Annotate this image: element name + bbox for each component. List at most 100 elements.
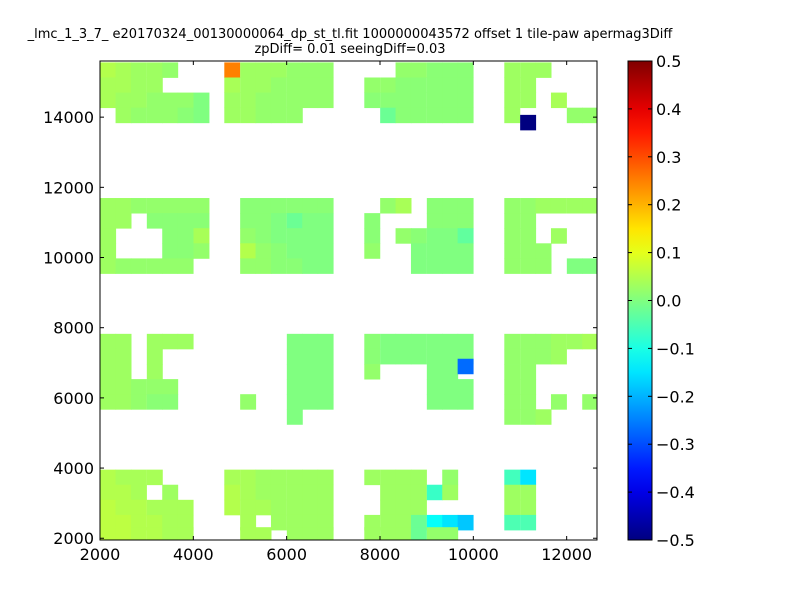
heatmap-cell xyxy=(255,77,272,93)
heatmap-cell xyxy=(146,348,163,365)
heatmap-cell xyxy=(520,92,537,109)
heatmap-cell xyxy=(286,62,303,78)
heatmap-cell xyxy=(224,484,241,501)
heatmap-cell xyxy=(302,62,319,78)
heatmap-cell xyxy=(364,348,381,365)
heatmap-cell xyxy=(380,469,397,486)
colorbar-tick-label: 0.3 xyxy=(656,148,681,167)
heatmap-cell xyxy=(582,107,598,124)
heatmap-cell xyxy=(255,499,272,516)
heatmap-cell xyxy=(193,243,210,259)
heatmap-cell xyxy=(270,469,287,486)
heatmap-cell xyxy=(115,499,132,516)
heatmap-cell xyxy=(457,228,474,244)
x-tick-label: 8000 xyxy=(360,545,401,564)
heatmap-cell xyxy=(317,394,334,410)
heatmap-cell xyxy=(193,92,210,109)
heatmap-cell xyxy=(270,77,287,93)
heatmap-cell xyxy=(566,258,583,274)
heatmap-cell xyxy=(317,469,334,486)
plot-frame xyxy=(99,60,598,541)
heatmap-cell xyxy=(317,484,334,501)
heatmap-cell xyxy=(146,333,163,350)
heatmap-cell xyxy=(317,92,334,109)
heatmap-cell xyxy=(100,394,117,410)
heatmap-cell xyxy=(504,228,521,244)
heatmap-cell xyxy=(520,484,537,501)
heatmap-cell xyxy=(364,469,381,486)
heatmap-cell xyxy=(130,198,147,214)
heatmap-cell xyxy=(504,379,521,395)
heatmap-cell xyxy=(410,107,427,124)
heatmap-cell xyxy=(162,379,179,395)
heatmap-cell xyxy=(193,198,210,214)
heatmap-cell xyxy=(115,107,132,124)
heatmap-cell xyxy=(240,213,257,229)
heatmap-cell xyxy=(380,77,397,93)
heatmap-cell xyxy=(364,77,381,93)
heatmap-cell xyxy=(240,469,257,486)
heatmap-cell xyxy=(395,62,412,78)
heatmap-cell xyxy=(364,514,381,531)
x-tick-label: 2000 xyxy=(80,545,121,564)
heatmap-cell xyxy=(520,243,537,259)
heatmap-cell xyxy=(115,198,132,214)
heatmap-cell xyxy=(395,499,412,516)
heatmap-cell xyxy=(504,469,521,486)
heatmap-cell xyxy=(100,228,117,244)
heatmap-cell xyxy=(442,258,459,274)
heatmap-cell xyxy=(457,394,474,410)
heatmap-cell xyxy=(395,198,412,214)
heatmap-cell xyxy=(130,62,147,78)
heatmap-cell xyxy=(146,527,163,541)
heatmap-cell xyxy=(442,107,459,124)
heatmap-cell xyxy=(302,394,319,410)
heatmap-cell xyxy=(520,228,537,244)
heatmap-cell xyxy=(130,258,147,274)
heatmap-cell xyxy=(255,62,272,78)
heatmap-cell xyxy=(410,484,427,501)
heatmap-cell xyxy=(380,499,397,516)
heatmap-cell xyxy=(504,243,521,259)
heatmap-cell xyxy=(566,107,583,124)
heatmap-cell xyxy=(130,469,147,486)
heatmap-cell xyxy=(550,92,567,109)
heatmap-cell xyxy=(302,77,319,93)
heatmap-cell xyxy=(410,228,427,244)
heatmap-cell xyxy=(302,469,319,486)
heatmap-cell xyxy=(426,243,443,259)
heatmap-cell xyxy=(146,198,163,214)
heatmap-cell xyxy=(115,77,132,93)
heatmap-cell xyxy=(535,243,552,259)
heatmap-cell xyxy=(395,77,412,93)
heatmap-cell xyxy=(255,484,272,501)
heatmap-cell xyxy=(442,92,459,109)
heatmap-cell xyxy=(504,514,521,531)
heatmap-cell xyxy=(240,107,257,124)
heatmap-cell xyxy=(566,198,583,214)
heatmap-cell xyxy=(550,348,567,365)
heatmap-cell xyxy=(224,92,241,109)
heatmap-cell xyxy=(146,394,163,410)
heatmap-cell xyxy=(240,514,257,531)
heatmap-cell xyxy=(442,364,459,380)
heatmap-cell xyxy=(177,514,194,531)
heatmap-cell xyxy=(442,198,459,214)
heatmap-cell xyxy=(504,77,521,93)
x-tick-label: 6000 xyxy=(266,545,307,564)
heatmap-cell xyxy=(504,92,521,109)
heatmap-cell xyxy=(286,409,303,425)
heatmap-cell xyxy=(302,92,319,109)
heatmap-cell xyxy=(240,394,257,410)
heatmap-cell xyxy=(550,198,567,214)
heatmap-cell xyxy=(240,258,257,274)
heatmap-cell xyxy=(100,198,117,214)
heatmap-cell xyxy=(395,92,412,109)
heatmap-cell xyxy=(177,228,194,244)
heatmap-cell xyxy=(177,198,194,214)
heatmap-cell xyxy=(457,198,474,214)
heatmap-cell xyxy=(224,469,241,486)
heatmap-cell xyxy=(240,484,257,501)
heatmap-cell xyxy=(270,62,287,78)
